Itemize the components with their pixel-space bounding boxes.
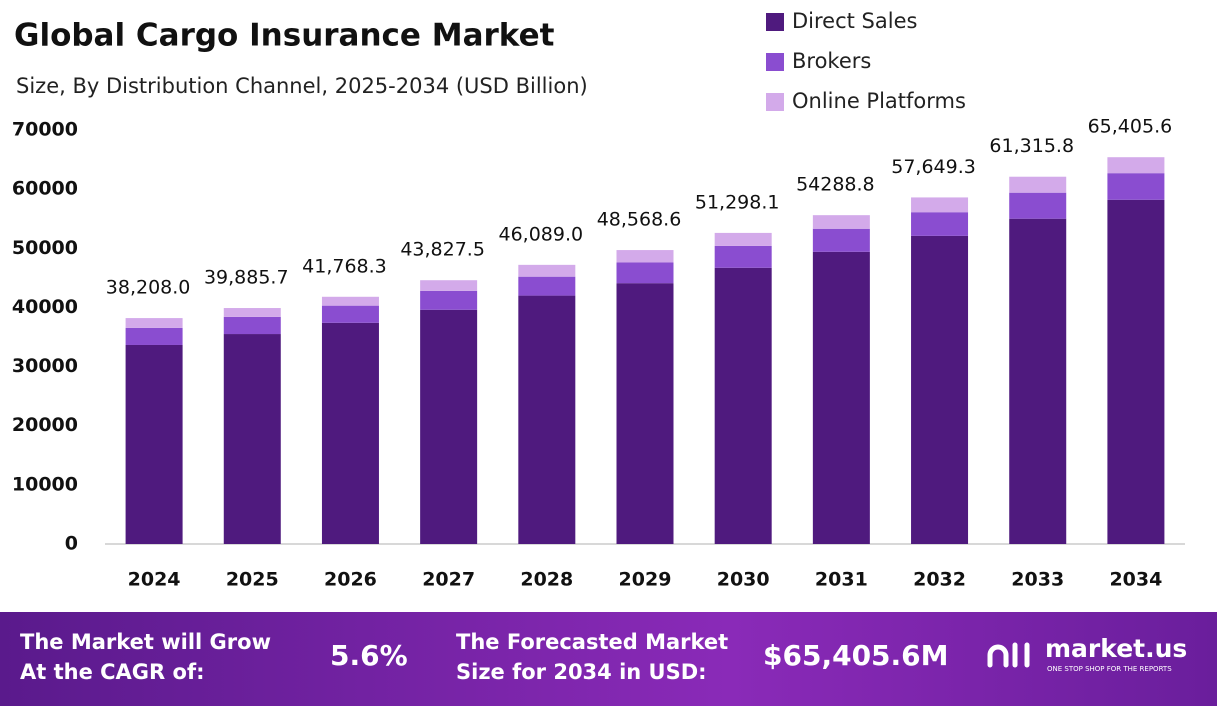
- total-label: 43,827.5: [400, 239, 485, 261]
- bar-segment: [321, 296, 379, 306]
- total-label: 38,208.0: [106, 277, 191, 299]
- logo-icon: [987, 642, 1030, 668]
- bar-segment: [714, 232, 772, 246]
- x-tick-label: 2034: [1109, 569, 1162, 591]
- bar-segment: [812, 228, 870, 252]
- bar-segment: [223, 308, 281, 317]
- bar-segment: [616, 262, 674, 284]
- legend-label: Online Platforms: [792, 89, 966, 113]
- y-tick-label: 40000: [12, 296, 78, 318]
- legend-label: Direct Sales: [792, 9, 917, 33]
- total-label: 48,568.6: [597, 209, 682, 231]
- bar-segment: [911, 212, 969, 236]
- x-tick-label: 2025: [226, 569, 279, 591]
- bar-segment: [518, 264, 576, 277]
- cagr-text: At the CAGR of:: [20, 660, 205, 684]
- chart-subtitle: Size, By Distribution Channel, 2025-2034…: [16, 74, 588, 98]
- bar-segment: [911, 197, 969, 213]
- x-tick-label: 2027: [422, 569, 475, 591]
- chart-title: Global Cargo Insurance Market: [14, 18, 555, 54]
- bar-segment: [812, 251, 870, 544]
- bar-segment: [812, 215, 870, 229]
- footer-band: [0, 612, 1217, 706]
- bar-segment: [321, 322, 379, 544]
- bar-segment: [911, 235, 969, 544]
- total-label: 51,298.1: [695, 191, 780, 213]
- bar-segment: [125, 327, 183, 345]
- bar-segment: [321, 305, 379, 323]
- total-label: 41,768.3: [302, 255, 387, 277]
- y-tick-label: 70000: [12, 119, 78, 141]
- x-tick-label: 2033: [1011, 569, 1064, 591]
- x-tick-label: 2032: [913, 569, 966, 591]
- forecast-text: Size for 2034 in USD:: [456, 660, 707, 684]
- bar-segment: [420, 280, 478, 291]
- bar-segment: [420, 309, 478, 544]
- bar-segment: [518, 295, 576, 544]
- total-label: 65,405.6: [1088, 116, 1173, 138]
- total-label: 54288.8: [796, 174, 875, 196]
- cagr-text: The Market will Grow: [20, 630, 271, 654]
- logo: market.us: [1045, 634, 1187, 663]
- total-label: 39,885.7: [204, 267, 289, 289]
- x-tick-label: 2031: [815, 569, 868, 591]
- bar-segment: [223, 334, 281, 544]
- bar-segment: [1107, 173, 1165, 200]
- legend-swatch: [766, 53, 784, 71]
- bar-segment: [420, 290, 478, 310]
- bar-segment: [616, 250, 674, 263]
- bar-segment: [714, 245, 772, 268]
- bar-segment: [518, 276, 576, 296]
- x-tick-label: 2028: [520, 569, 573, 591]
- bar-segment: [125, 318, 183, 328]
- bar-segment: [1009, 192, 1067, 219]
- total-label: 61,315.8: [989, 135, 1074, 157]
- bar-segment: [714, 267, 772, 544]
- bar-segment: [1009, 176, 1067, 193]
- legend-swatch: [766, 13, 784, 31]
- total-label: 46,089.0: [499, 223, 584, 245]
- legend-swatch: [766, 93, 784, 111]
- bar-segment: [1107, 199, 1165, 544]
- y-tick-label: 60000: [12, 178, 78, 200]
- bar-segment: [1107, 157, 1165, 174]
- x-tick-label: 2029: [619, 569, 672, 591]
- legend-label: Brokers: [792, 49, 871, 73]
- x-tick-label: 2026: [324, 569, 377, 591]
- cagr-value: 5.6%: [330, 639, 408, 672]
- bar-segment: [125, 344, 183, 544]
- y-tick-label: 10000: [12, 473, 78, 495]
- forecast-text: The Forecasted Market: [456, 630, 728, 654]
- forecast-value: $65,405.6M: [763, 639, 949, 672]
- y-tick-label: 50000: [12, 237, 78, 259]
- y-tick-label: 0: [65, 533, 78, 555]
- total-label: 57,649.3: [891, 156, 976, 178]
- x-tick-label: 2024: [128, 569, 181, 591]
- bar-segment: [1009, 218, 1067, 544]
- x-tick-label: 2030: [717, 569, 770, 591]
- tagline: ONE STOP SHOP FOR THE REPORTS: [1047, 665, 1172, 673]
- bar-segment: [223, 316, 281, 335]
- bar-segment: [616, 283, 674, 544]
- y-tick-label: 20000: [12, 414, 78, 436]
- y-tick-label: 30000: [12, 355, 78, 377]
